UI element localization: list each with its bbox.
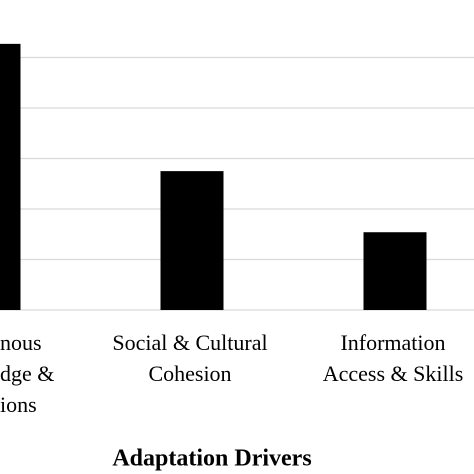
bars (0, 43, 427, 311)
x-tick-label: Social & Cultural (112, 330, 267, 355)
x-tick-label: Information (340, 330, 445, 355)
x-tick-label: nous (0, 330, 42, 355)
bar (363, 232, 427, 310)
x-tick-label: dge & (0, 361, 54, 386)
x-axis-title: Adaptation Drivers (112, 446, 311, 472)
x-tick-label: ions (0, 392, 37, 417)
bar (160, 171, 224, 310)
x-tick-label: Cohesion (148, 361, 231, 386)
bar (0, 43, 21, 311)
x-tick-label: Access & Skills (323, 361, 464, 386)
labels: nous dge & ions Social & Cultural Cohesion In… (0, 330, 463, 417)
